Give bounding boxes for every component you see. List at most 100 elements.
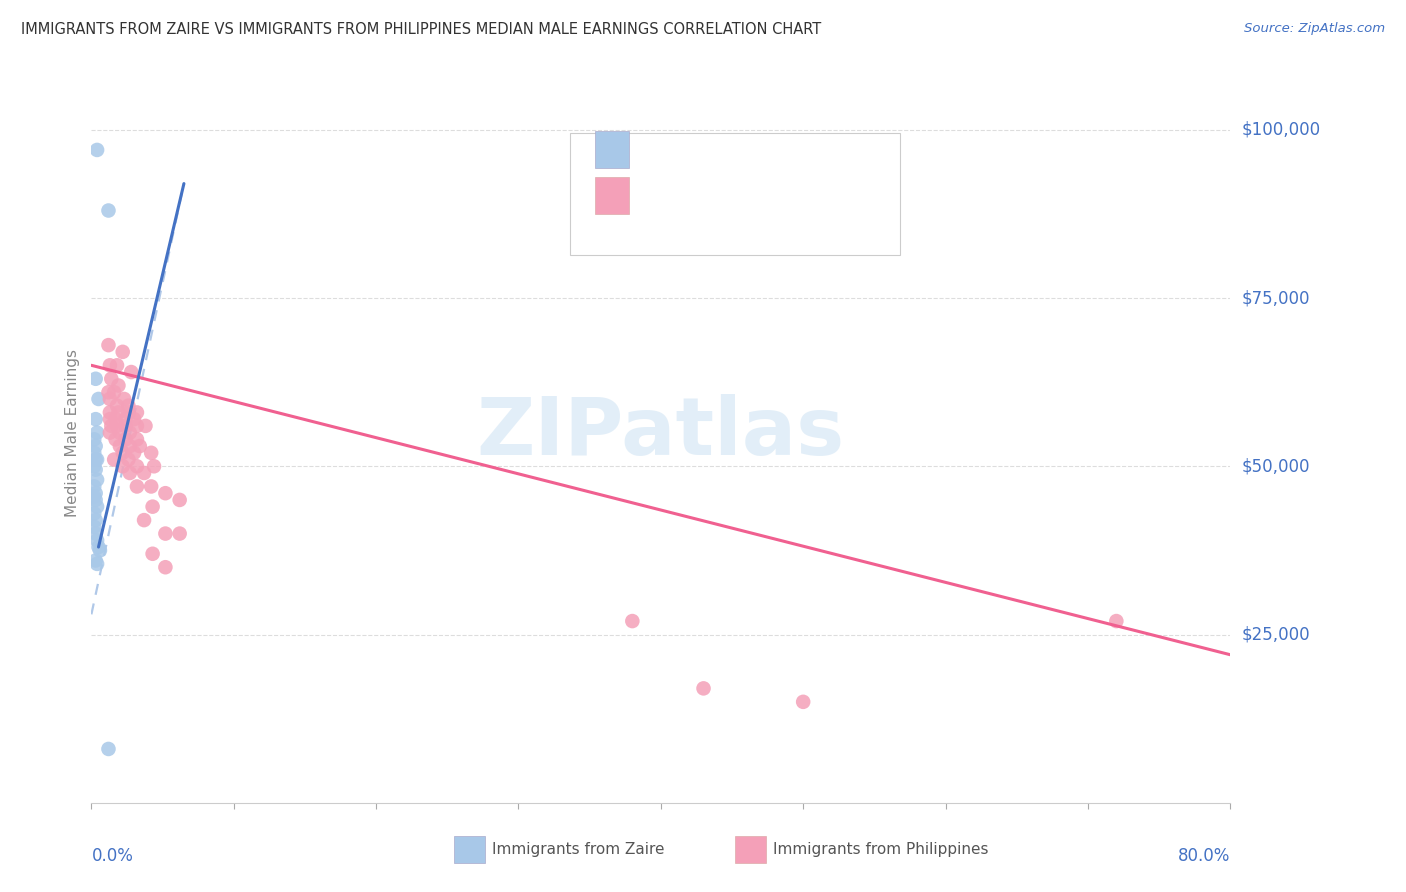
Point (105, 399, 128, 413)
Text: R =: R = (645, 141, 683, 159)
Point (98, 392, 121, 406)
Point (104, 412, 127, 426)
Point (83, 490, 105, 504)
Point (86, 557, 108, 571)
Text: $50,000: $50,000 (1241, 458, 1310, 475)
Text: $25,000: $25,000 (1241, 625, 1310, 643)
Point (155, 486, 177, 500)
Text: R =: R = (645, 186, 683, 204)
Point (692, 681, 714, 696)
Point (134, 418, 156, 433)
Point (83, 479, 105, 493)
Point (132, 513, 155, 527)
Point (125, 405, 148, 419)
Point (132, 466, 155, 480)
Point (141, 446, 163, 460)
Point (84, 553, 107, 567)
Point (97, 338, 120, 352)
Point (155, 526, 177, 541)
Text: -0.609: -0.609 (697, 186, 759, 204)
Point (83, 433, 105, 447)
Point (117, 405, 139, 419)
Point (141, 479, 163, 493)
Point (112, 392, 135, 406)
Point (114, 433, 136, 447)
FancyBboxPatch shape (595, 131, 628, 169)
Point (83, 446, 105, 460)
Text: 60: 60 (834, 186, 858, 204)
Point (120, 365, 142, 379)
Point (117, 452, 139, 467)
Point (97, 742, 120, 756)
Text: $75,000: $75,000 (1241, 289, 1310, 307)
Text: N =: N = (766, 141, 815, 159)
Point (89, 543, 111, 558)
Point (107, 405, 129, 419)
Text: $100,000: $100,000 (1241, 120, 1320, 139)
Point (83, 459, 105, 474)
Point (84, 462, 107, 476)
Point (118, 439, 141, 453)
Point (103, 452, 125, 467)
Text: Immigrants from Philippines: Immigrants from Philippines (773, 842, 988, 856)
Point (142, 500, 165, 514)
Point (103, 385, 125, 400)
Point (84, 452, 107, 467)
FancyBboxPatch shape (569, 133, 900, 255)
Text: 80.0%: 80.0% (1178, 847, 1230, 865)
Point (155, 560, 177, 574)
Text: 0.0%: 0.0% (91, 847, 134, 865)
Point (117, 399, 139, 413)
Point (621, 614, 644, 628)
Text: N =: N = (766, 186, 815, 204)
Point (108, 425, 131, 440)
Text: 0.442: 0.442 (697, 141, 752, 159)
Point (84, 492, 107, 507)
Point (97, 385, 120, 400)
Point (84, 486, 107, 500)
Point (1105, 614, 1128, 628)
Point (84, 372, 107, 386)
Point (142, 547, 165, 561)
Point (105, 418, 128, 433)
Point (105, 359, 128, 373)
Point (169, 526, 191, 541)
Text: 29: 29 (834, 141, 858, 159)
Point (118, 466, 141, 480)
Point (98, 412, 121, 426)
Point (111, 446, 134, 460)
Point (86, 473, 108, 487)
Point (86, 425, 108, 440)
Point (84, 513, 107, 527)
Point (100, 372, 122, 386)
Text: IMMIGRANTS FROM ZAIRE VS IMMIGRANTS FROM PHILIPPINES MEDIAN MALE EARNINGS CORREL: IMMIGRANTS FROM ZAIRE VS IMMIGRANTS FROM… (21, 22, 821, 37)
Point (128, 439, 150, 453)
Point (107, 378, 129, 392)
Point (114, 418, 136, 433)
Point (125, 418, 148, 433)
Point (84, 439, 107, 453)
Point (118, 425, 141, 440)
Point (98, 425, 121, 440)
Point (108, 439, 131, 453)
Point (84, 526, 107, 541)
Point (87, 540, 110, 554)
Point (83, 520, 105, 534)
Point (169, 492, 191, 507)
Point (143, 459, 166, 474)
FancyBboxPatch shape (595, 178, 628, 214)
Point (111, 344, 134, 359)
Point (122, 446, 145, 460)
Point (125, 479, 148, 493)
Point (86, 452, 108, 467)
Y-axis label: Median Male Earnings: Median Male Earnings (65, 349, 80, 516)
Point (87, 392, 110, 406)
Point (97, 203, 120, 218)
Point (86, 143, 108, 157)
Point (98, 405, 121, 419)
Text: ZIPatlas: ZIPatlas (477, 393, 845, 472)
Point (122, 412, 145, 426)
Point (125, 433, 148, 447)
Point (100, 418, 122, 433)
Point (98, 359, 121, 373)
